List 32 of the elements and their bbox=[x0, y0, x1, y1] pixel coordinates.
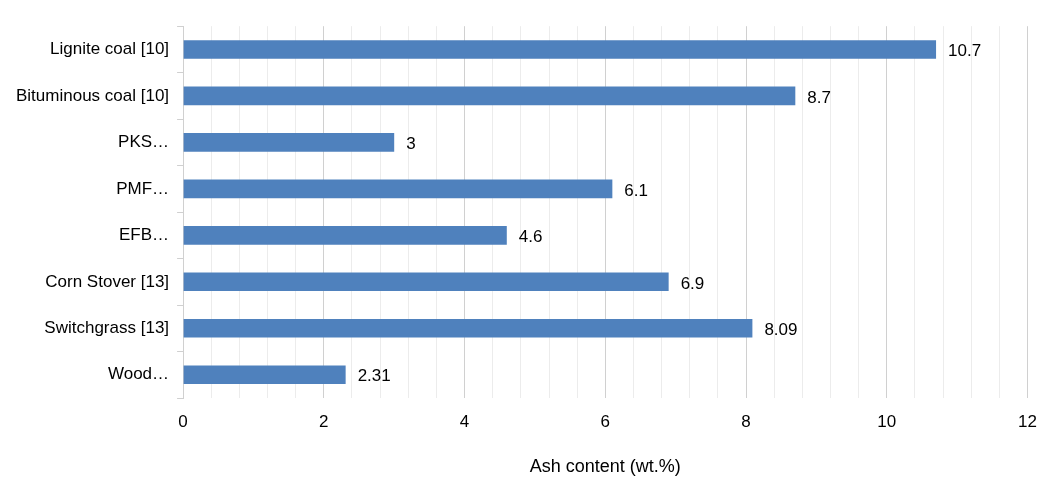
y-tick-label: Switchgrass [13] bbox=[44, 317, 170, 337]
data-label: 4.6 bbox=[518, 227, 543, 247]
x-tick-label: 6 bbox=[600, 411, 611, 431]
data-label: 8.09 bbox=[764, 319, 798, 339]
y-tick-label: PKS… bbox=[118, 132, 170, 152]
x-tick-label: 2 bbox=[319, 411, 329, 431]
bar bbox=[183, 318, 753, 338]
bar bbox=[183, 86, 796, 106]
x-tick-label: 12 bbox=[1018, 411, 1038, 431]
data-label: 2.31 bbox=[357, 366, 391, 386]
data-label: 10.7 bbox=[948, 41, 982, 61]
x-tick-label: 4 bbox=[459, 411, 470, 431]
bar bbox=[183, 365, 346, 385]
x-tick-label: 0 bbox=[178, 411, 188, 431]
data-label: 3 bbox=[406, 134, 416, 154]
y-tick-label: PMF… bbox=[116, 178, 170, 198]
bar bbox=[183, 179, 613, 199]
y-tick-label: Lignite coal [10] bbox=[49, 39, 170, 59]
data-label: 8.7 bbox=[807, 87, 831, 107]
x-axis-title: Ash content (wt.%) bbox=[529, 456, 681, 477]
x-tick-label: 10 bbox=[877, 411, 897, 431]
bar bbox=[183, 226, 507, 245]
data-label: 6.9 bbox=[680, 273, 705, 293]
y-tick-label: Wood… bbox=[107, 364, 170, 384]
bar bbox=[183, 133, 395, 152]
x-tick-label: 8 bbox=[741, 411, 751, 431]
y-tick-label: EFB… bbox=[119, 225, 170, 245]
bar bbox=[183, 40, 937, 59]
y-tick-label: Corn Stover [13] bbox=[45, 271, 170, 291]
y-tick-label: Bituminous coal [10] bbox=[15, 85, 170, 105]
bar bbox=[183, 272, 669, 292]
data-label: 6.1 bbox=[624, 180, 648, 200]
